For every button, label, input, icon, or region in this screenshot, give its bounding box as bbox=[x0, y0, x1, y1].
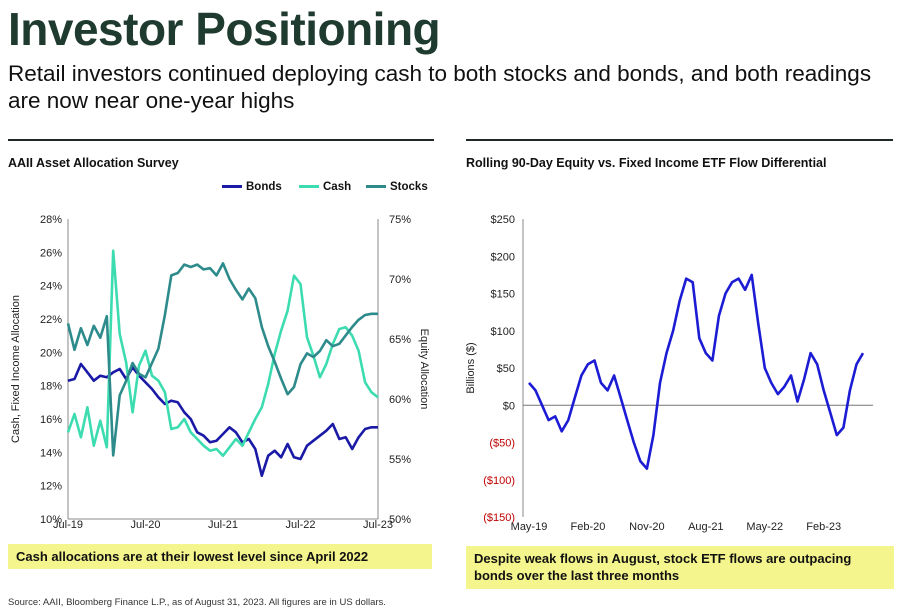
legend-stocks: Stocks bbox=[366, 181, 428, 193]
left-callout: Cash allocations are at their lowest lev… bbox=[8, 544, 432, 569]
legend-cash: Cash bbox=[299, 181, 351, 193]
flow-y-tick-label: ($50) bbox=[489, 438, 515, 450]
y2-tick-label: 65% bbox=[389, 334, 411, 346]
y-tick-label: 16% bbox=[40, 414, 62, 426]
y-tick-label: 24% bbox=[40, 281, 62, 293]
legend-bonds: Bonds bbox=[222, 181, 282, 193]
y-tick-label: 10% bbox=[40, 514, 62, 526]
x-tick-label: Jul-20 bbox=[131, 519, 161, 531]
flow-y-tick-label: $200 bbox=[491, 251, 515, 263]
flow-x-tick-label: Aug-21 bbox=[688, 521, 723, 533]
flow-series-line bbox=[528, 273, 865, 470]
legend-bonds-label: Bonds bbox=[246, 181, 282, 193]
y-tick-label: 18% bbox=[40, 381, 62, 393]
legend-cash-label: Cash bbox=[323, 181, 352, 193]
x-tick-label: Jul-21 bbox=[208, 519, 238, 531]
page-subtitle: Retail investors continued deploying cas… bbox=[8, 61, 872, 113]
left-divider bbox=[8, 139, 434, 141]
legend-bonds-swatch bbox=[222, 185, 242, 189]
cash-series-line bbox=[66, 249, 379, 458]
legend-stocks-swatch bbox=[366, 185, 386, 189]
y2-tick-label: 70% bbox=[389, 274, 411, 286]
y-tick-label: 26% bbox=[40, 247, 62, 259]
flow-y-tick-label: ($100) bbox=[483, 475, 515, 487]
y2-tick-label: 50% bbox=[389, 514, 411, 526]
y-tick-label: 14% bbox=[40, 447, 62, 459]
flow-y-axis-title: Billions ($) bbox=[465, 342, 477, 393]
flow-x-tick-label: May-19 bbox=[511, 521, 548, 533]
right-callout: Despite weak flows in August, stock ETF … bbox=[466, 546, 894, 589]
right-divider bbox=[466, 139, 893, 141]
right-chart-title: Rolling 90-Day Equity vs. Fixed Income E… bbox=[466, 156, 827, 170]
y2-axis-title: Equity Allocation bbox=[418, 329, 430, 410]
y2-tick-label: 55% bbox=[389, 454, 411, 466]
flow-y-tick-label: $50 bbox=[497, 363, 515, 375]
stocks-series-line bbox=[66, 262, 378, 457]
legend-stocks-label: Stocks bbox=[390, 181, 428, 193]
y2-tick-label: 75% bbox=[389, 214, 411, 226]
flow-y-tick-label: $150 bbox=[491, 289, 515, 301]
x-tick-label: Jul-19 bbox=[53, 519, 83, 531]
flow-x-tick-label: Nov-20 bbox=[629, 521, 664, 533]
flow-y-tick-label: ($150) bbox=[483, 512, 515, 524]
y-tick-label: 12% bbox=[40, 481, 62, 493]
legend-cash-swatch bbox=[299, 185, 319, 189]
y-axis-title: Cash, Fixed Income Allocation bbox=[10, 295, 22, 443]
flow-x-tick-label: Feb-23 bbox=[806, 521, 841, 533]
flow-y-tick-label: $100 bbox=[491, 326, 515, 338]
source-note: Source: AAII, Bloomberg Finance L.P., as… bbox=[8, 597, 386, 608]
y-tick-label: 20% bbox=[40, 347, 62, 359]
y-tick-label: 22% bbox=[40, 314, 62, 326]
flow-y-tick-label: $0 bbox=[503, 400, 515, 412]
x-tick-label: Jul-23 bbox=[363, 519, 393, 531]
flow-y-tick-label: $250 bbox=[491, 214, 515, 226]
flow-x-tick-label: May-22 bbox=[746, 521, 783, 533]
flow-x-tick-label: Feb-20 bbox=[571, 521, 606, 533]
page-title: Investor Positioning bbox=[8, 3, 441, 55]
y-tick-label: 28% bbox=[40, 214, 62, 226]
y2-tick-label: 60% bbox=[389, 394, 411, 406]
x-tick-label: Jul-22 bbox=[286, 519, 316, 531]
left-chart-title: AAII Asset Allocation Survey bbox=[8, 156, 179, 170]
bonds-series-line bbox=[67, 362, 378, 478]
